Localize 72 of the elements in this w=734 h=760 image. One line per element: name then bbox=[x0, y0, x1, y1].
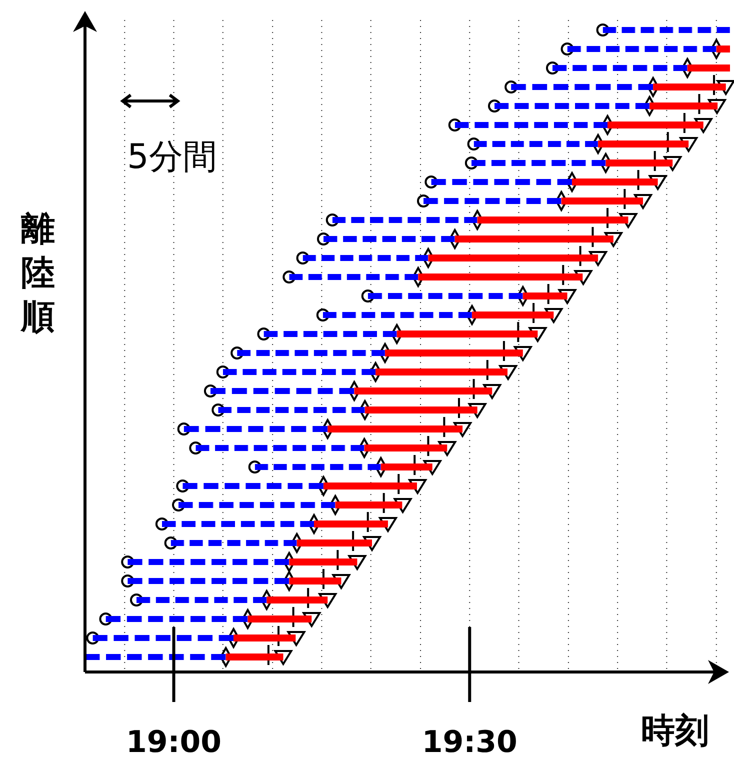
bar bbox=[472, 312, 554, 318]
bar bbox=[222, 369, 376, 375]
bar bbox=[474, 141, 598, 147]
bar bbox=[471, 160, 606, 166]
bar bbox=[314, 520, 388, 528]
bar bbox=[128, 559, 290, 565]
bar bbox=[608, 122, 704, 128]
bar bbox=[687, 64, 730, 72]
bar bbox=[289, 274, 418, 280]
x-tick-label: 19:00 bbox=[126, 725, 222, 760]
bar bbox=[368, 293, 523, 299]
bar bbox=[454, 122, 608, 128]
bar bbox=[418, 274, 583, 280]
bar bbox=[323, 482, 417, 490]
bar bbox=[178, 502, 336, 508]
bar bbox=[85, 654, 226, 660]
x-axis-title: 時刻 bbox=[641, 711, 709, 751]
bar bbox=[522, 292, 568, 300]
bar bbox=[266, 596, 328, 604]
bar bbox=[606, 160, 673, 166]
bar bbox=[364, 406, 478, 414]
y-axis-title: 離陸順 bbox=[20, 209, 55, 337]
bar bbox=[602, 27, 730, 33]
bar bbox=[716, 46, 730, 52]
bar bbox=[423, 198, 562, 204]
bar bbox=[396, 330, 538, 338]
bar bbox=[248, 616, 312, 622]
bar bbox=[106, 616, 248, 622]
bar bbox=[289, 558, 358, 566]
annotation: 5分間 bbox=[127, 137, 217, 177]
bar bbox=[196, 445, 364, 451]
bar bbox=[92, 635, 234, 641]
x-tick-label: 19:30 bbox=[422, 725, 518, 760]
bar bbox=[552, 65, 688, 71]
bar bbox=[289, 578, 342, 584]
bar bbox=[128, 578, 290, 584]
bar bbox=[182, 483, 324, 489]
bar bbox=[323, 236, 455, 242]
bar bbox=[184, 426, 328, 432]
bar bbox=[332, 217, 478, 223]
bar bbox=[380, 464, 432, 470]
bar bbox=[296, 540, 372, 546]
bar bbox=[210, 388, 354, 394]
bar bbox=[431, 179, 572, 185]
bar bbox=[385, 350, 523, 356]
bar bbox=[567, 46, 716, 52]
bar bbox=[428, 254, 598, 262]
bar bbox=[354, 388, 492, 394]
bar bbox=[264, 331, 397, 337]
bar bbox=[335, 502, 402, 508]
bar bbox=[511, 84, 654, 90]
bar bbox=[234, 634, 296, 642]
bar bbox=[376, 368, 508, 376]
bar bbox=[572, 178, 658, 186]
bar bbox=[237, 350, 386, 356]
bar bbox=[136, 597, 267, 603]
bar bbox=[170, 540, 297, 546]
bar bbox=[226, 654, 284, 660]
bar bbox=[322, 312, 472, 318]
bar bbox=[477, 216, 628, 224]
bar bbox=[302, 255, 428, 261]
bar bbox=[494, 103, 650, 109]
bar bbox=[218, 407, 365, 413]
bar bbox=[162, 521, 314, 527]
bar bbox=[653, 84, 726, 90]
bar bbox=[598, 140, 689, 148]
bar bbox=[561, 198, 644, 204]
bar bbox=[254, 464, 381, 470]
bar bbox=[364, 444, 448, 452]
bar bbox=[454, 236, 614, 242]
bar bbox=[650, 102, 718, 110]
bar bbox=[328, 426, 463, 432]
